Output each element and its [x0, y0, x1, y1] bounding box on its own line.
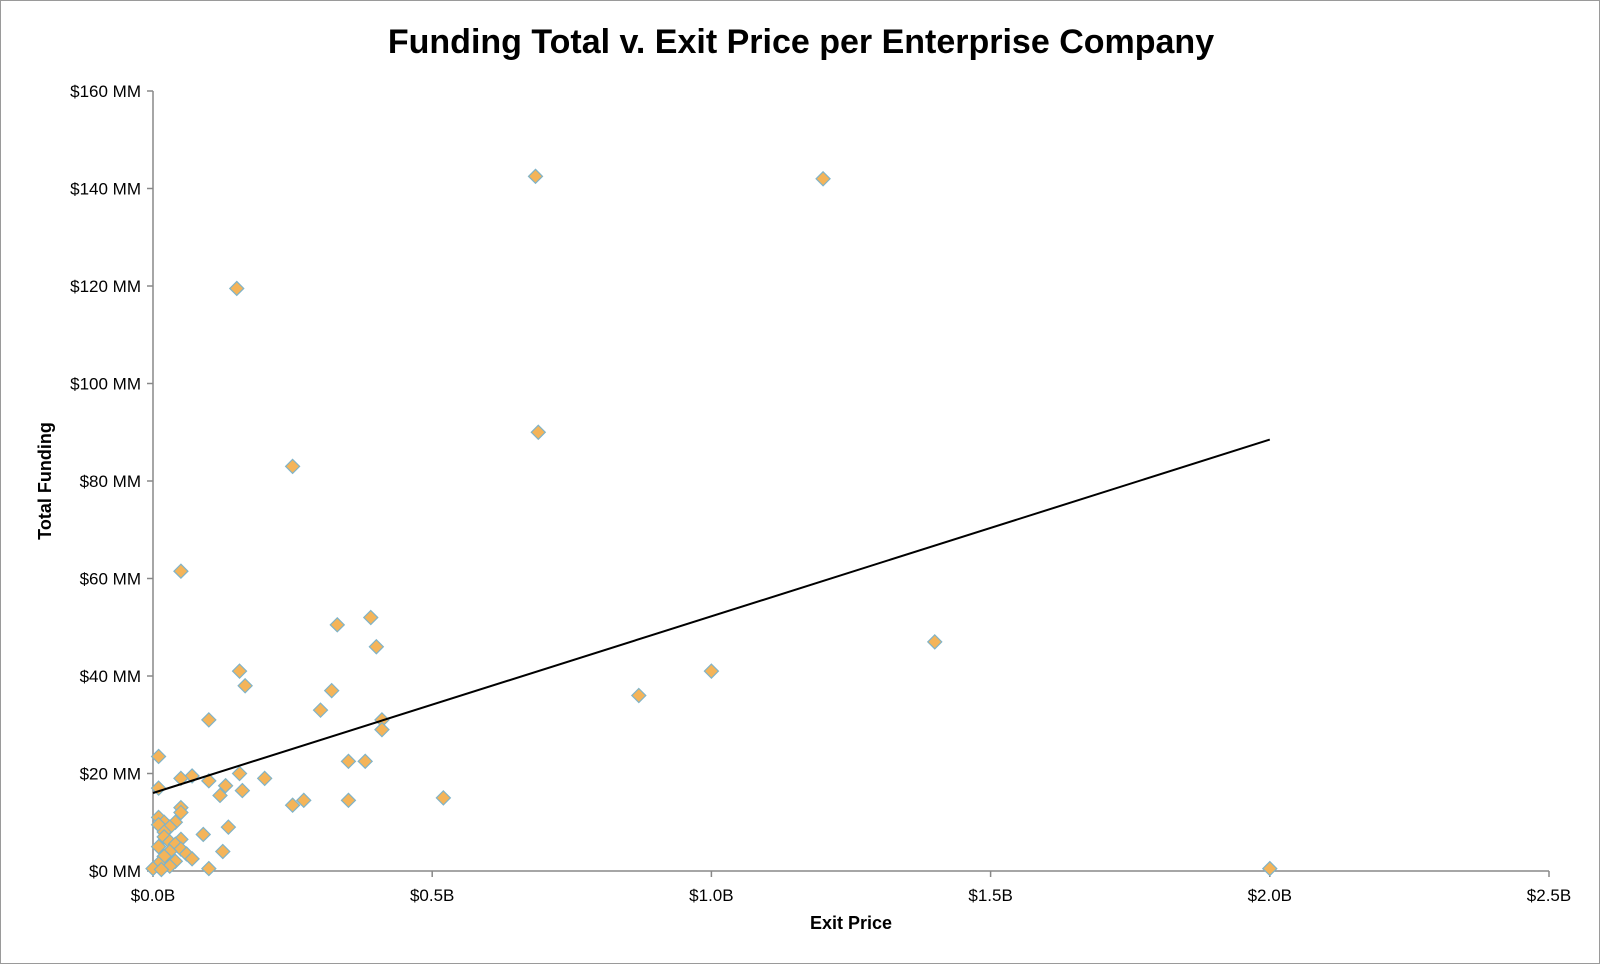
- y-tick-label: $100 MM: [70, 375, 141, 394]
- y-tick-label: $160 MM: [70, 82, 141, 101]
- x-axis-title: Exit Price: [810, 913, 892, 933]
- data-point: [815, 170, 831, 187]
- x-axis-ticks: $0.0B $0.5B $1.0B $1.5B $2.0B $2.5B: [131, 871, 1571, 905]
- data-point: [231, 765, 248, 782]
- data-point: [323, 682, 340, 699]
- data-point: [150, 748, 167, 765]
- data-point: [362, 609, 379, 626]
- y-tick-label: $80 MM: [80, 472, 141, 491]
- data-point: [150, 838, 167, 855]
- x-tick-label: $1.5B: [968, 886, 1012, 905]
- data-point: [200, 860, 217, 877]
- x-tick-label: $0.5B: [410, 886, 454, 905]
- data-point: [214, 843, 231, 860]
- y-tick-label: $0 MM: [89, 862, 141, 881]
- y-tick-label: $60 MM: [80, 570, 141, 589]
- data-point: [527, 168, 544, 185]
- data-point: [234, 782, 251, 799]
- data-point: [237, 677, 253, 694]
- data-point: [173, 563, 189, 580]
- y-tick-label: $120 MM: [70, 277, 141, 296]
- data-point: [435, 790, 452, 806]
- data-point: [530, 424, 547, 441]
- data-points: [145, 168, 1278, 878]
- data-point: [195, 826, 212, 843]
- x-tick-label: $2.5B: [1527, 886, 1571, 905]
- data-point: [256, 770, 273, 787]
- data-point: [374, 721, 390, 738]
- data-point: [1261, 860, 1278, 877]
- data-point: [173, 804, 189, 821]
- y-axis-ticks: $0 MM $20 MM $40 MM $60 MM $80 MM $100 MM $120…: [70, 82, 153, 881]
- data-point: [153, 861, 170, 878]
- data-point: [312, 702, 329, 718]
- data-point: [284, 797, 301, 814]
- y-tick-label: $40 MM: [80, 667, 141, 686]
- data-point: [220, 819, 237, 835]
- data-point: [295, 792, 312, 809]
- data-point: [703, 663, 720, 679]
- data-point: [217, 777, 234, 794]
- data-point: [228, 280, 245, 297]
- data-point: [340, 792, 357, 809]
- data-point: [329, 616, 346, 633]
- data-point: [200, 712, 217, 728]
- x-tick-label: $2.0B: [1248, 886, 1292, 905]
- data-point: [212, 787, 228, 804]
- data-point: [368, 638, 385, 655]
- data-point: [231, 663, 248, 679]
- y-tick-label: $140 MM: [70, 180, 141, 199]
- data-point: [284, 458, 301, 475]
- data-point: [926, 634, 943, 650]
- data-point: [630, 687, 647, 704]
- chart-title: Funding Total v. Exit Price per Enterpri…: [387, 23, 1215, 61]
- data-point: [173, 770, 189, 787]
- x-tick-label: $1.0B: [689, 886, 733, 905]
- y-tick-label: $20 MM: [80, 765, 141, 784]
- data-point: [357, 753, 374, 770]
- x-tick-label: $0.0B: [131, 886, 175, 905]
- data-point: [340, 753, 357, 770]
- trendline: [152, 438, 1271, 794]
- y-axis-title: Total Funding: [35, 422, 55, 540]
- data-point: [184, 850, 200, 867]
